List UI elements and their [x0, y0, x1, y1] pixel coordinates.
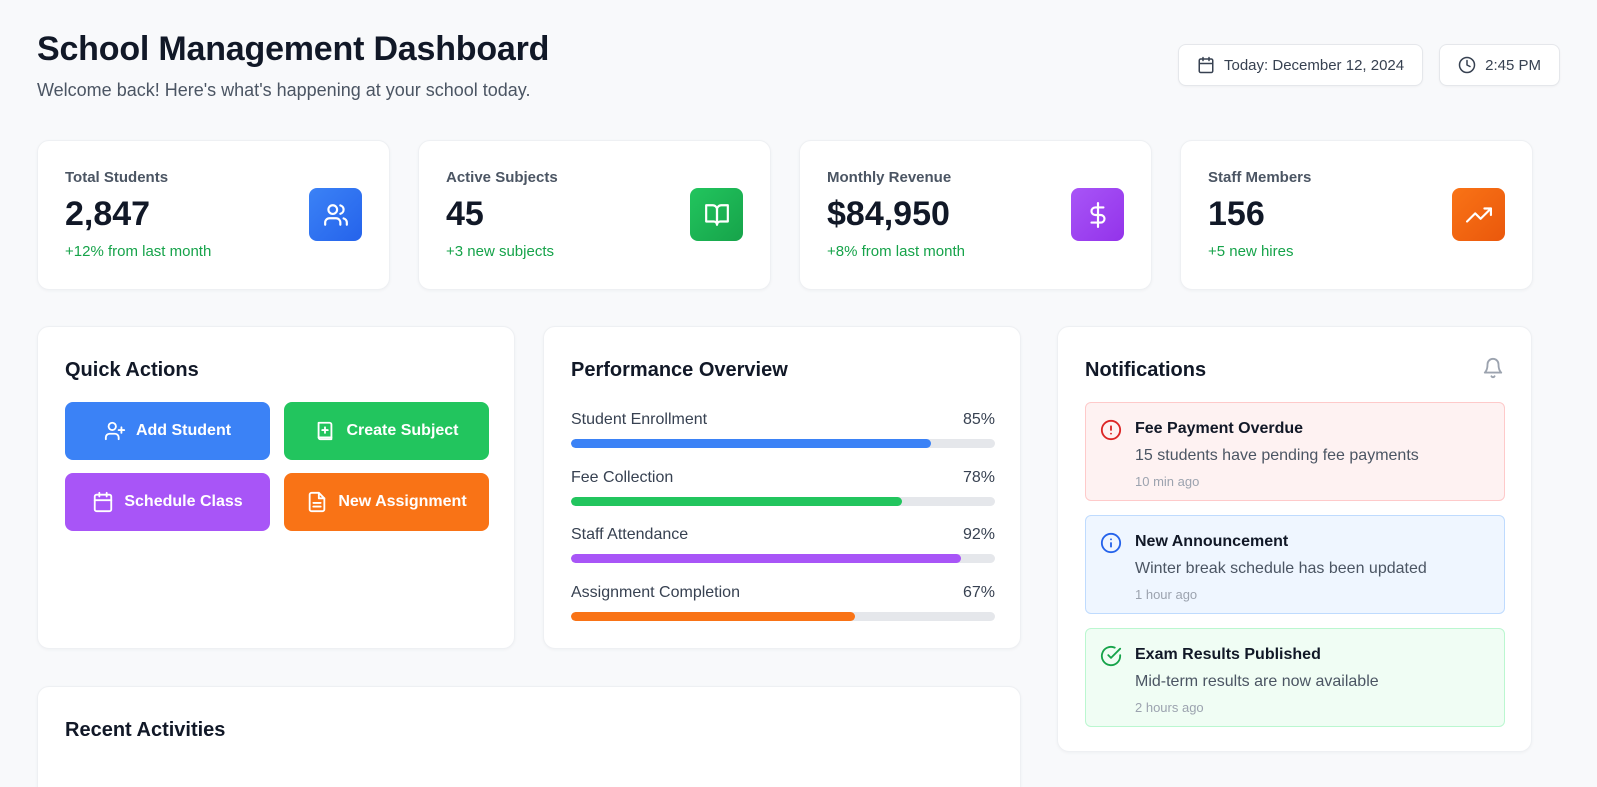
- button-label: Add Student: [135, 422, 232, 439]
- panel-title: Performance Overview: [571, 359, 788, 381]
- performance-row: Assignment Completion 67%: [571, 584, 995, 642]
- button-label: Create Subject: [346, 422, 459, 439]
- progress-track: [571, 611, 995, 621]
- date-pill[interactable]: Today: December 12, 2024: [1178, 44, 1424, 86]
- stat-label: Active Subjects: [446, 169, 558, 186]
- notification-time: 1 hour ago: [1135, 587, 1198, 602]
- page-title: School Management Dashboard: [37, 30, 550, 68]
- trending-up-icon: [1452, 188, 1505, 241]
- performance-panel: Performance Overview Student Enrollment …: [543, 326, 1021, 649]
- panel-title: Recent Activities: [65, 719, 226, 741]
- stat-label: Total Students: [65, 169, 169, 186]
- performance-label: Staff Attendance: [571, 526, 689, 543]
- stats-row: Total Students 2,847 +12% from last mont…: [37, 140, 1560, 290]
- stat-card-subjects: Active Subjects 45 +3 new subjects: [418, 140, 771, 290]
- book-plus-icon: [318, 421, 333, 441]
- stat-label: Staff Members: [1208, 169, 1312, 186]
- progress-track: [571, 554, 995, 563]
- notification-title: Fee Payment Overdue: [1135, 420, 1304, 437]
- progress-fill: [571, 439, 932, 448]
- new-assignment-button[interactable]: New Assignment: [284, 473, 489, 531]
- time-label: 2:45 PM: [1485, 56, 1541, 74]
- progress-fill: [571, 496, 902, 506]
- stat-value: 156: [1208, 195, 1265, 233]
- stat-value: 2,847: [65, 195, 151, 233]
- stat-card-students: Total Students 2,847 +12% from last mont…: [37, 140, 390, 290]
- dollar-icon: [1071, 188, 1124, 241]
- quick-actions-panel: Quick Actions Add Student Create Subject…: [37, 326, 515, 649]
- notification-time: 2 hours ago: [1135, 700, 1204, 715]
- button-label: New Assignment: [338, 493, 467, 510]
- progress-fill: [571, 554, 962, 563]
- book-open-icon: [690, 188, 743, 241]
- notification-body: 15 students have pending fee payments: [1135, 447, 1419, 464]
- notifications-panel: Notifications Fee Payment Overdue 15 stu…: [1057, 326, 1532, 752]
- page-subtitle: Welcome back! Here's what's happening at…: [37, 80, 531, 100]
- stat-value: $84,950: [827, 195, 950, 233]
- notification-item[interactable]: New Announcement Winter break schedule h…: [1085, 515, 1505, 614]
- performance-row: Fee Collection 78%: [571, 469, 995, 527]
- header-pills: Today: December 12, 2024 2:45 PM: [1178, 44, 1560, 86]
- quick-actions-grid: Add Student Create Subject Schedule Clas…: [65, 402, 489, 531]
- panel-title: Notifications: [1085, 359, 1207, 381]
- notification-body: Winter break schedule has been updated: [1135, 560, 1427, 577]
- performance-row: Staff Attendance 92%: [571, 526, 995, 584]
- performance-percent: 67%: [962, 583, 995, 601]
- schedule-class-button[interactable]: Schedule Class: [65, 473, 270, 531]
- stat-card-staff: Staff Members 156 +5 new hires: [1180, 140, 1533, 290]
- alert-circle-icon: [1100, 419, 1122, 441]
- time-pill[interactable]: 2:45 PM: [1439, 44, 1560, 86]
- stat-value: 45: [446, 195, 484, 233]
- check-circle-icon: [1100, 645, 1122, 667]
- performance-percent: 78%: [962, 468, 995, 486]
- header: School Management Dashboard Welcome back…: [37, 30, 1560, 110]
- performance-list: Student Enrollment 85% Fee Collection 78…: [571, 411, 995, 641]
- users-icon: [309, 188, 362, 241]
- add-student-button[interactable]: Add Student: [65, 402, 270, 460]
- notification-list: Fee Payment Overdue 15 students have pen…: [1085, 402, 1505, 741]
- panel-title: Quick Actions: [65, 359, 199, 381]
- create-subject-button[interactable]: Create Subject: [284, 402, 489, 460]
- bell-icon[interactable]: [1482, 357, 1504, 379]
- stat-delta: +8% from last month: [827, 243, 965, 260]
- clock-icon: [1458, 56, 1476, 74]
- info-icon: [1100, 532, 1122, 554]
- performance-label: Student Enrollment: [571, 411, 708, 428]
- notification-title: Exam Results Published: [1135, 646, 1321, 663]
- progress-fill: [571, 611, 856, 621]
- date-label: Today: December 12, 2024: [1224, 56, 1405, 74]
- calendar-icon: [1198, 56, 1214, 74]
- performance-percent: 92%: [962, 526, 995, 543]
- performance-row: Student Enrollment 85%: [571, 411, 995, 469]
- button-label: Schedule Class: [124, 493, 243, 510]
- stat-delta: +5 new hires: [1208, 243, 1294, 260]
- progress-track: [571, 439, 995, 448]
- stat-card-revenue: Monthly Revenue $84,950 +8% from last mo…: [799, 140, 1152, 290]
- calendar-icon: [94, 491, 113, 513]
- stat-label: Monthly Revenue: [827, 169, 952, 186]
- notification-item[interactable]: Fee Payment Overdue 15 students have pen…: [1085, 402, 1505, 501]
- stat-delta: +12% from last month: [65, 243, 212, 260]
- user-plus-icon: [104, 421, 126, 441]
- performance-percent: 85%: [962, 411, 995, 428]
- progress-track: [571, 496, 995, 506]
- notification-body: Mid-term results are now available: [1135, 673, 1379, 690]
- notification-title: New Announcement: [1135, 533, 1289, 550]
- recent-activities-panel: Recent Activities: [37, 686, 1021, 787]
- performance-label: Fee Collection: [571, 468, 674, 486]
- file-text-icon: [309, 491, 326, 513]
- notification-time: 10 min ago: [1135, 474, 1200, 489]
- stat-delta: +3 new subjects: [446, 243, 554, 260]
- notification-item[interactable]: Exam Results Published Mid-term results …: [1085, 628, 1505, 727]
- performance-label: Assignment Completion: [571, 583, 740, 601]
